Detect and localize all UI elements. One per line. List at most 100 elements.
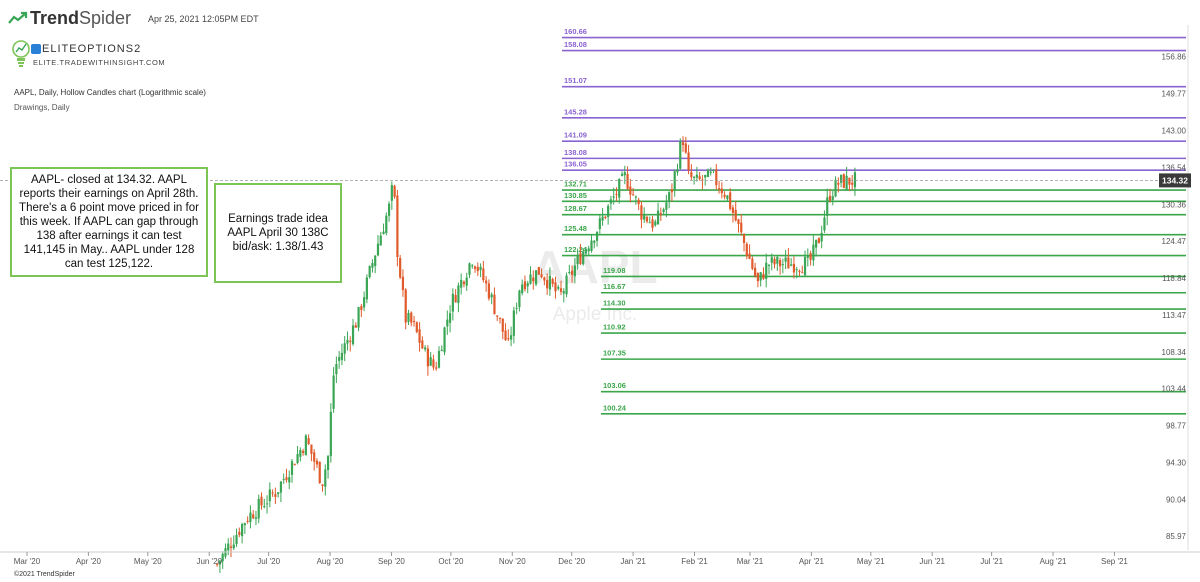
x-tick-label: Feb '21 bbox=[681, 557, 708, 566]
candle-down bbox=[432, 359, 435, 368]
candle-up bbox=[590, 240, 593, 251]
candle-down bbox=[637, 199, 640, 205]
y-tick-label: 156.86 bbox=[1162, 53, 1187, 62]
candle-down bbox=[302, 450, 305, 453]
candle-down bbox=[496, 315, 499, 317]
candle-up bbox=[759, 272, 762, 281]
candles bbox=[216, 136, 857, 573]
candle-up bbox=[509, 335, 513, 340]
author-handle: ELITEOPTIONS2 bbox=[42, 43, 142, 55]
y-tick-label: 90.04 bbox=[1166, 495, 1187, 504]
y-tick-label: 124.47 bbox=[1162, 237, 1187, 246]
candle-up bbox=[288, 477, 291, 483]
candle-down bbox=[690, 172, 693, 178]
candle-down bbox=[734, 209, 737, 221]
candle-up bbox=[803, 256, 807, 276]
drawings-label: Drawings, Daily bbox=[14, 103, 70, 112]
watermark-symbol: AAPL bbox=[532, 241, 657, 293]
candle-up bbox=[709, 171, 712, 173]
candle-up bbox=[282, 479, 285, 481]
candle-down bbox=[396, 195, 399, 258]
candle-up bbox=[351, 325, 355, 345]
candle-up bbox=[654, 221, 657, 226]
x-tick-label: Aug '20 bbox=[317, 557, 344, 566]
candle-up bbox=[582, 251, 585, 265]
candle-down bbox=[360, 306, 363, 310]
candle-down bbox=[684, 143, 687, 153]
candle-down bbox=[415, 322, 418, 332]
x-tick-label: Mar '21 bbox=[737, 557, 764, 566]
support-label: 122.24 bbox=[564, 245, 588, 254]
support-label: 128.67 bbox=[564, 204, 587, 213]
candle-down bbox=[532, 277, 535, 282]
support-label: 119.08 bbox=[603, 266, 626, 275]
candle-up bbox=[812, 244, 815, 261]
candle-down bbox=[318, 462, 321, 484]
candle-down bbox=[252, 514, 255, 519]
candle-down bbox=[754, 267, 757, 276]
candle-down bbox=[745, 243, 748, 257]
candle-up bbox=[387, 203, 391, 216]
candle-up bbox=[257, 498, 260, 519]
candle-down bbox=[615, 194, 618, 196]
candle-down bbox=[629, 186, 632, 195]
y-tick-label: 108.34 bbox=[1162, 348, 1187, 357]
candle-up bbox=[265, 503, 269, 505]
candle-up bbox=[338, 357, 341, 361]
candle-up bbox=[515, 307, 518, 309]
candle-up bbox=[648, 222, 651, 224]
candle-up bbox=[471, 265, 474, 267]
y-tick-label: 136.54 bbox=[1162, 163, 1187, 172]
candle-up bbox=[460, 279, 463, 288]
candle-up bbox=[371, 263, 374, 268]
candle-up bbox=[457, 285, 460, 304]
candle-down bbox=[501, 318, 504, 332]
candle-down bbox=[720, 188, 723, 194]
candle-down bbox=[293, 464, 296, 466]
x-tick-label: May '20 bbox=[134, 557, 162, 566]
candle-up bbox=[826, 197, 829, 216]
chart-subtitle: AAPL, Daily, Hollow Candles chart (Logar… bbox=[14, 88, 206, 97]
candle-down bbox=[681, 142, 685, 146]
candle-down bbox=[260, 496, 263, 506]
last-price-tag bbox=[1159, 173, 1191, 188]
candle-up bbox=[277, 492, 280, 495]
candle-up bbox=[534, 270, 538, 285]
candle-up bbox=[726, 195, 729, 200]
candle-up bbox=[765, 262, 768, 279]
candle-up bbox=[437, 350, 441, 368]
candle-down bbox=[246, 520, 249, 522]
candle-up bbox=[221, 553, 224, 562]
candle-down bbox=[787, 257, 790, 269]
candle-up bbox=[249, 512, 252, 523]
candle-up bbox=[329, 411, 332, 457]
candle-down bbox=[271, 492, 274, 494]
y-tick-label: 118.84 bbox=[1162, 274, 1186, 283]
x-tick-label: Jul '21 bbox=[980, 557, 1003, 566]
candle-up bbox=[379, 235, 382, 246]
candle-up bbox=[612, 196, 615, 198]
candle-down bbox=[435, 367, 438, 369]
candle-up bbox=[548, 275, 552, 290]
y-axis: 156.86 149.77 143.00 136.54 130.36 124.47 118.… bbox=[1162, 25, 1189, 550]
x-tick-label: Nov '20 bbox=[499, 557, 526, 566]
candle-up bbox=[332, 375, 335, 409]
candle-up bbox=[357, 307, 360, 328]
candle-up bbox=[376, 243, 380, 256]
resistance-label: 138.08 bbox=[564, 148, 587, 157]
lightbulb-chart-icon bbox=[12, 40, 30, 67]
candle-up bbox=[279, 481, 283, 493]
candle-up bbox=[568, 272, 571, 274]
candle-up bbox=[820, 232, 823, 242]
candle-up bbox=[853, 172, 857, 188]
candle-down bbox=[313, 452, 316, 462]
candle-up bbox=[374, 255, 377, 267]
candle-up bbox=[767, 264, 771, 266]
candle-up bbox=[382, 231, 385, 235]
candle-down bbox=[462, 281, 466, 285]
candle-up bbox=[268, 489, 271, 502]
candle-down bbox=[216, 563, 219, 565]
x-axis: Mar '20 Apr '20 May '20 Jun '20 Jul '20 Aug '… bbox=[0, 551, 1200, 566]
candle-down bbox=[651, 219, 654, 228]
